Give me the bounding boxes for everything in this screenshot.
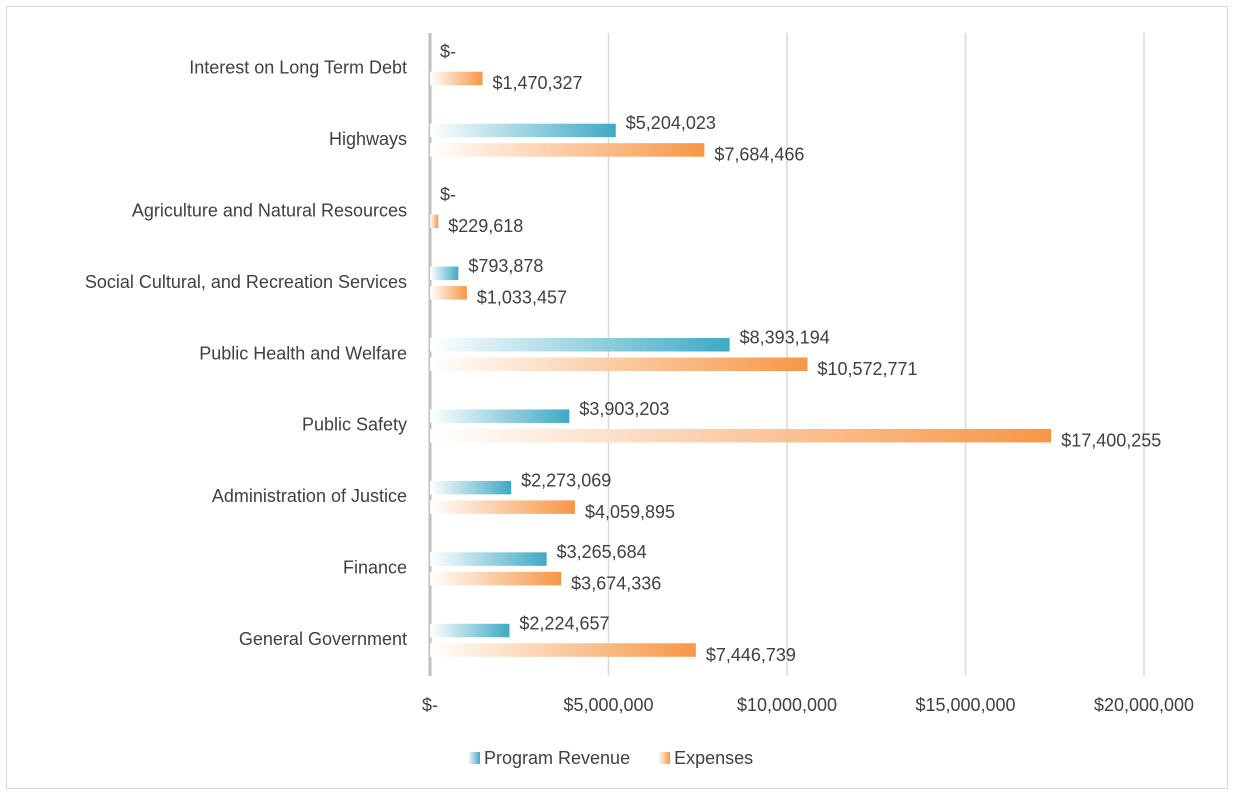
category-label: General Government	[239, 629, 407, 649]
legend-marker	[468, 752, 480, 764]
x-tick-label: $10,000,000	[737, 695, 837, 715]
category-label: Administration of Justice	[212, 486, 407, 506]
bar	[430, 428, 1052, 443]
data-label: $3,903,203	[579, 399, 669, 419]
data-label: $2,224,657	[519, 613, 609, 633]
bar	[430, 286, 467, 300]
legend-label: Expenses	[674, 748, 753, 768]
data-label: $7,684,466	[714, 145, 804, 165]
data-label: $2,273,069	[521, 470, 611, 490]
data-label: $3,265,684	[557, 542, 647, 562]
category-label: Public Safety	[302, 415, 407, 435]
data-label: $229,618	[448, 216, 523, 236]
data-label: $5,204,023	[626, 113, 716, 133]
bar	[430, 71, 483, 86]
data-label: $-	[440, 185, 456, 205]
x-tick-label: $20,000,000	[1094, 695, 1194, 715]
bar	[430, 552, 547, 566]
data-label: $1,033,457	[477, 288, 567, 308]
category-label: Agriculture and Natural Resources	[132, 200, 407, 220]
category-label: Highways	[329, 129, 407, 149]
bar	[430, 338, 730, 352]
category-label: Public Health and Welfare	[199, 343, 407, 363]
bar	[430, 214, 439, 229]
legend-marker	[658, 752, 671, 764]
data-label: $8,393,194	[740, 328, 830, 348]
bar	[430, 143, 705, 157]
bar	[430, 623, 510, 638]
x-tick-label: $15,000,000	[915, 695, 1015, 715]
bar	[430, 357, 808, 371]
data-label: $4,059,895	[585, 502, 675, 522]
bar	[430, 123, 616, 138]
bar	[430, 643, 696, 657]
bar	[430, 480, 512, 495]
bar	[430, 571, 562, 586]
data-label: $793,878	[468, 256, 543, 276]
data-label: $1,470,327	[492, 73, 582, 93]
data-label: $3,674,336	[571, 573, 661, 593]
data-label: $10,572,771	[817, 359, 917, 379]
category-label: Interest on Long Term Debt	[189, 57, 407, 77]
chart-border	[6, 6, 1228, 789]
x-tick-label: $-	[422, 695, 438, 715]
data-label: $-	[440, 42, 456, 62]
data-label: $7,446,739	[706, 645, 796, 665]
x-tick-label: $5,000,000	[563, 695, 653, 715]
data-label: $17,400,255	[1061, 430, 1161, 450]
category-label: Social Cultural, and Recreation Services	[85, 272, 407, 292]
category-label: Finance	[343, 558, 407, 578]
bar	[430, 409, 570, 423]
legend-label: Program Revenue	[484, 748, 630, 768]
bar	[430, 500, 575, 514]
bar	[430, 266, 459, 281]
